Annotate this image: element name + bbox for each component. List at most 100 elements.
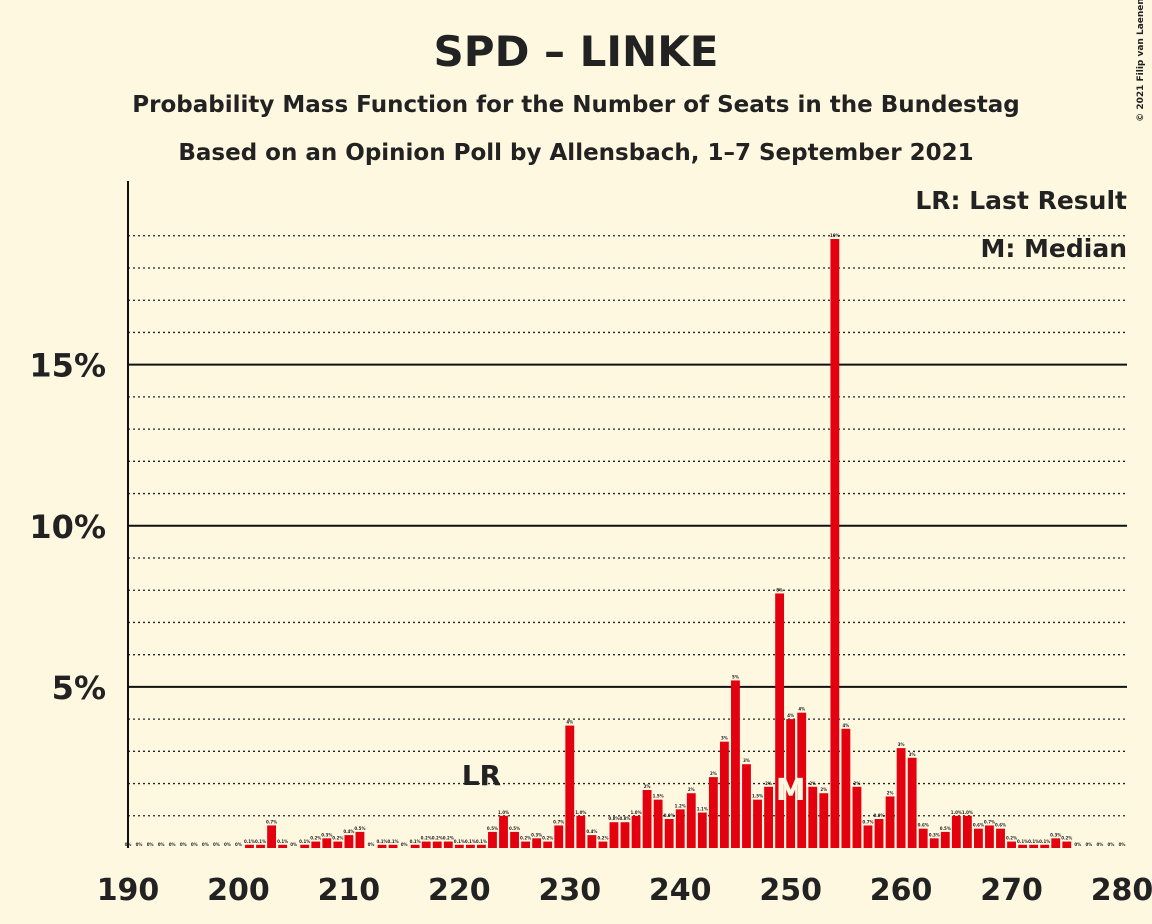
bar bbox=[587, 835, 597, 848]
bar bbox=[410, 844, 420, 848]
bar bbox=[510, 831, 519, 848]
bar bbox=[874, 819, 884, 848]
value-label: 0% bbox=[191, 842, 198, 847]
bar bbox=[653, 799, 663, 848]
bar bbox=[962, 815, 972, 848]
y-tick-label: 15% bbox=[29, 347, 106, 385]
value-label: 0% bbox=[224, 842, 231, 847]
value-label: 0% bbox=[158, 842, 165, 847]
bar bbox=[609, 822, 619, 848]
value-label: 4% bbox=[798, 707, 805, 712]
value-label: 0.2% bbox=[542, 836, 553, 841]
bar bbox=[377, 844, 387, 848]
value-label: 0.1% bbox=[277, 839, 288, 844]
y-tick-label: 5% bbox=[52, 669, 106, 707]
x-tick-label: 260 bbox=[870, 873, 933, 908]
x-tick-label: 210 bbox=[318, 873, 381, 908]
value-label: 0.9% bbox=[873, 813, 884, 818]
bar bbox=[719, 741, 729, 848]
x-tick-label: 220 bbox=[428, 873, 491, 908]
bar bbox=[852, 786, 862, 848]
value-label: 0% bbox=[125, 842, 132, 847]
bar bbox=[432, 841, 442, 848]
y-tick-label: 10% bbox=[29, 508, 106, 546]
x-tick-label: 280 bbox=[1091, 873, 1152, 908]
value-label: 0% bbox=[169, 842, 176, 847]
value-label: 0.5% bbox=[509, 826, 520, 831]
value-label: 1.0% bbox=[962, 810, 973, 815]
bar bbox=[421, 841, 431, 848]
last-result-marker: LR bbox=[462, 759, 501, 792]
value-label: 0.1% bbox=[244, 839, 255, 844]
bar bbox=[896, 748, 906, 848]
value-label: 19% bbox=[830, 233, 840, 238]
bar bbox=[388, 844, 398, 848]
value-label: 0.2% bbox=[520, 836, 531, 841]
value-label: 1.0% bbox=[630, 810, 641, 815]
value-label: 0.1% bbox=[465, 839, 476, 844]
value-label: 0.3% bbox=[1050, 832, 1061, 837]
value-label: 0.5% bbox=[487, 826, 498, 831]
value-label: 1.0% bbox=[575, 810, 586, 815]
value-label: 2% bbox=[688, 787, 695, 792]
bar bbox=[764, 786, 773, 848]
value-label: 2% bbox=[820, 787, 827, 792]
bar bbox=[742, 764, 751, 848]
bar bbox=[576, 815, 586, 848]
bar bbox=[344, 835, 354, 848]
value-label: 0.1% bbox=[376, 839, 387, 844]
bar bbox=[631, 815, 641, 848]
value-label: 0.7% bbox=[266, 819, 277, 824]
value-label: 0% bbox=[290, 842, 297, 847]
bar bbox=[1018, 844, 1028, 848]
value-label: 0% bbox=[202, 842, 209, 847]
x-tick-label: 230 bbox=[538, 873, 601, 908]
legend-entry: M: Median bbox=[980, 234, 1127, 263]
value-label: 0% bbox=[1119, 842, 1126, 847]
value-label: 3% bbox=[898, 742, 905, 747]
bar bbox=[322, 838, 332, 848]
bar bbox=[565, 725, 575, 848]
bar bbox=[664, 819, 674, 848]
value-label: 0.8% bbox=[608, 816, 619, 821]
bar bbox=[465, 844, 475, 848]
value-label: 0.1% bbox=[255, 839, 266, 844]
bar bbox=[907, 757, 917, 848]
value-label: 2% bbox=[887, 790, 894, 795]
value-label: 0% bbox=[1108, 842, 1115, 847]
bar bbox=[1062, 841, 1072, 848]
value-label: 1.1% bbox=[697, 807, 708, 812]
value-label: 5% bbox=[732, 674, 739, 679]
bar bbox=[753, 799, 762, 848]
bar bbox=[300, 844, 310, 848]
bar bbox=[951, 815, 961, 848]
value-label: 0% bbox=[180, 842, 187, 847]
value-label: 0% bbox=[1097, 842, 1104, 847]
value-label: 1.5% bbox=[653, 794, 664, 799]
bar bbox=[797, 712, 807, 848]
value-label: 0.1% bbox=[388, 839, 399, 844]
value-label: 0.9% bbox=[664, 813, 675, 818]
bar bbox=[929, 838, 939, 848]
value-label: 1.0% bbox=[498, 810, 509, 815]
value-label: 0.1% bbox=[410, 839, 421, 844]
bar bbox=[521, 841, 531, 848]
value-label: 0.1% bbox=[1017, 839, 1028, 844]
value-label: 0.7% bbox=[862, 819, 873, 824]
bar bbox=[775, 593, 785, 848]
median-marker: M bbox=[776, 773, 806, 808]
value-label: 0.1% bbox=[476, 839, 487, 844]
value-label: 1.0% bbox=[951, 810, 962, 815]
bar bbox=[830, 239, 840, 848]
copyright: © 2021 Filip van Laenen bbox=[1136, 0, 1146, 122]
value-label: 8% bbox=[776, 587, 783, 592]
bar bbox=[1007, 841, 1016, 848]
value-label: 0.4% bbox=[586, 829, 597, 834]
bar bbox=[686, 793, 696, 848]
bar bbox=[499, 815, 508, 848]
value-label: 0.1% bbox=[299, 839, 310, 844]
x-tick-label: 190 bbox=[97, 873, 160, 908]
x-tick-label: 240 bbox=[649, 873, 712, 908]
value-label: 0% bbox=[147, 842, 154, 847]
bar bbox=[355, 831, 365, 848]
